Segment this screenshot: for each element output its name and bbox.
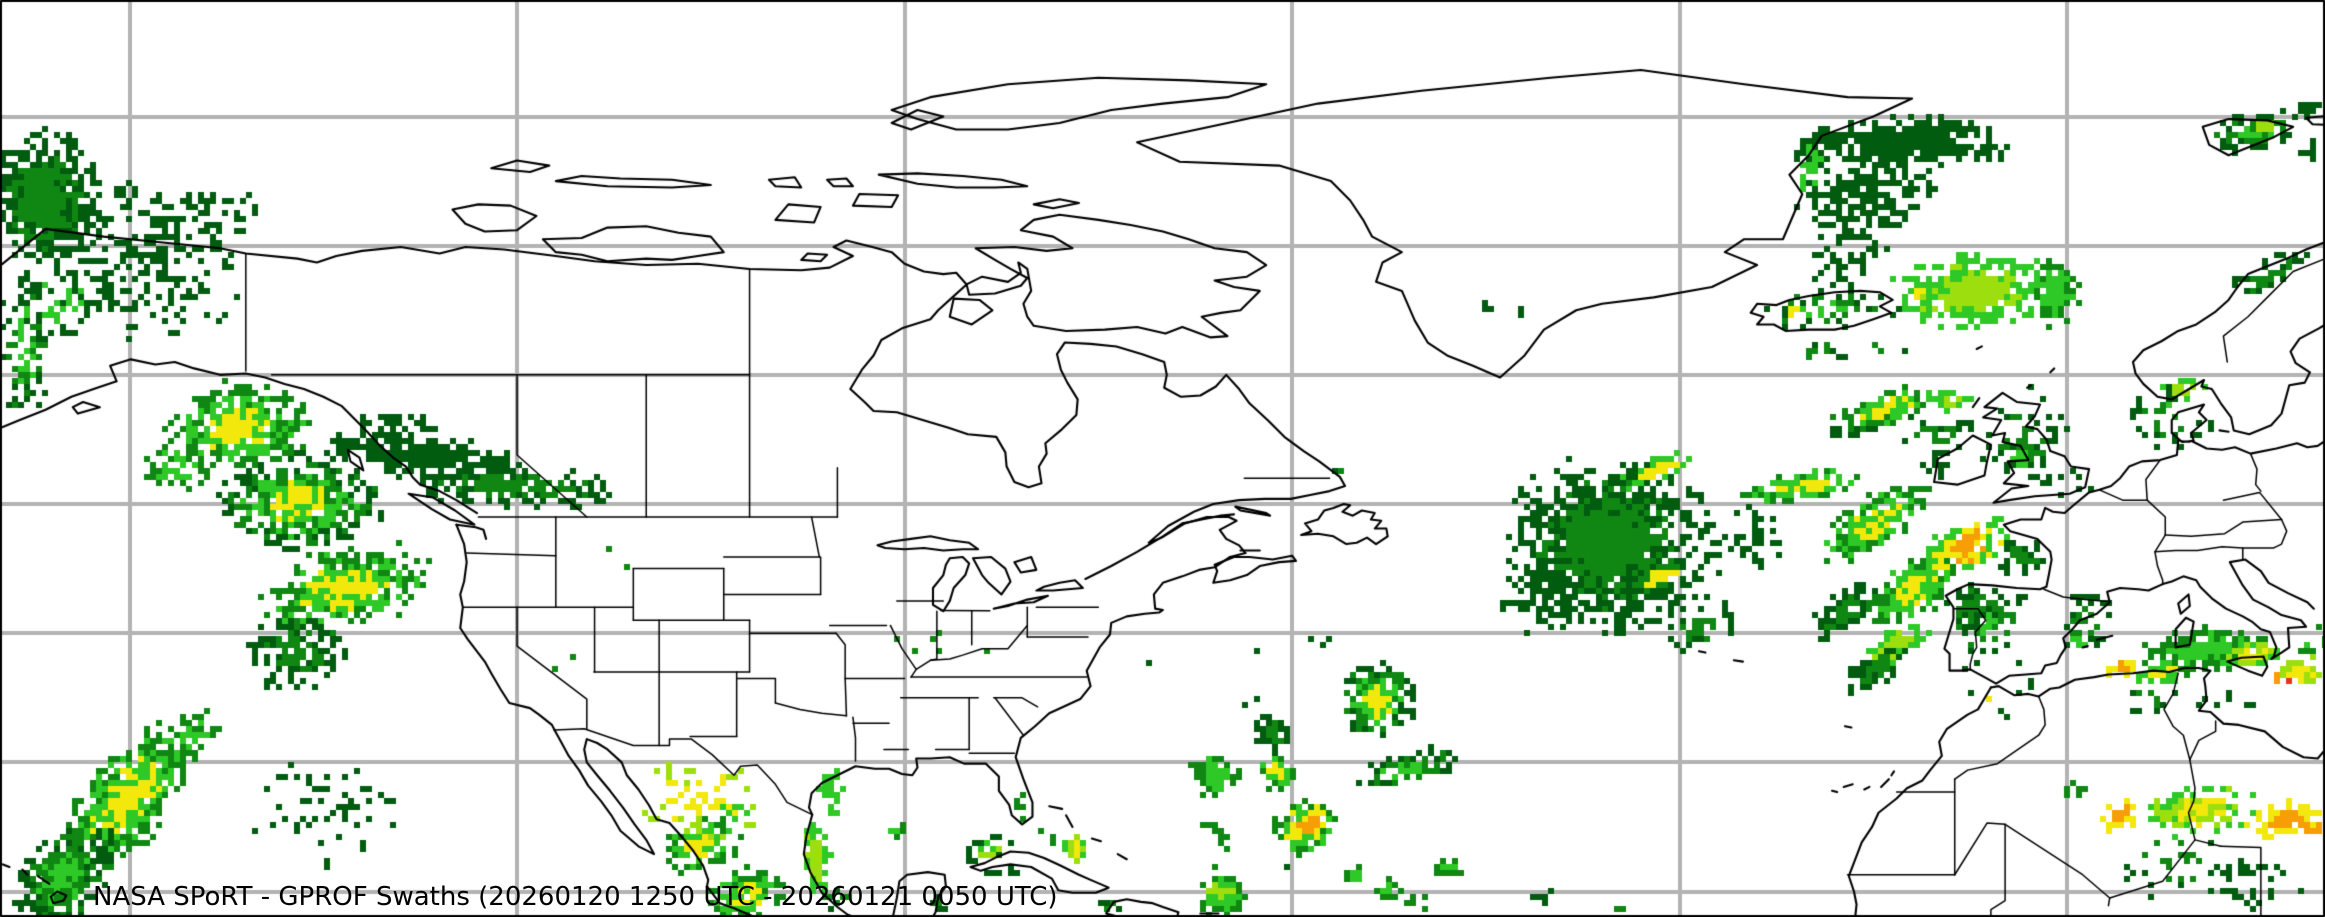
map-title-label: NASA SPoRT - GPROF Swaths (20260120 1250… bbox=[93, 882, 1058, 912]
